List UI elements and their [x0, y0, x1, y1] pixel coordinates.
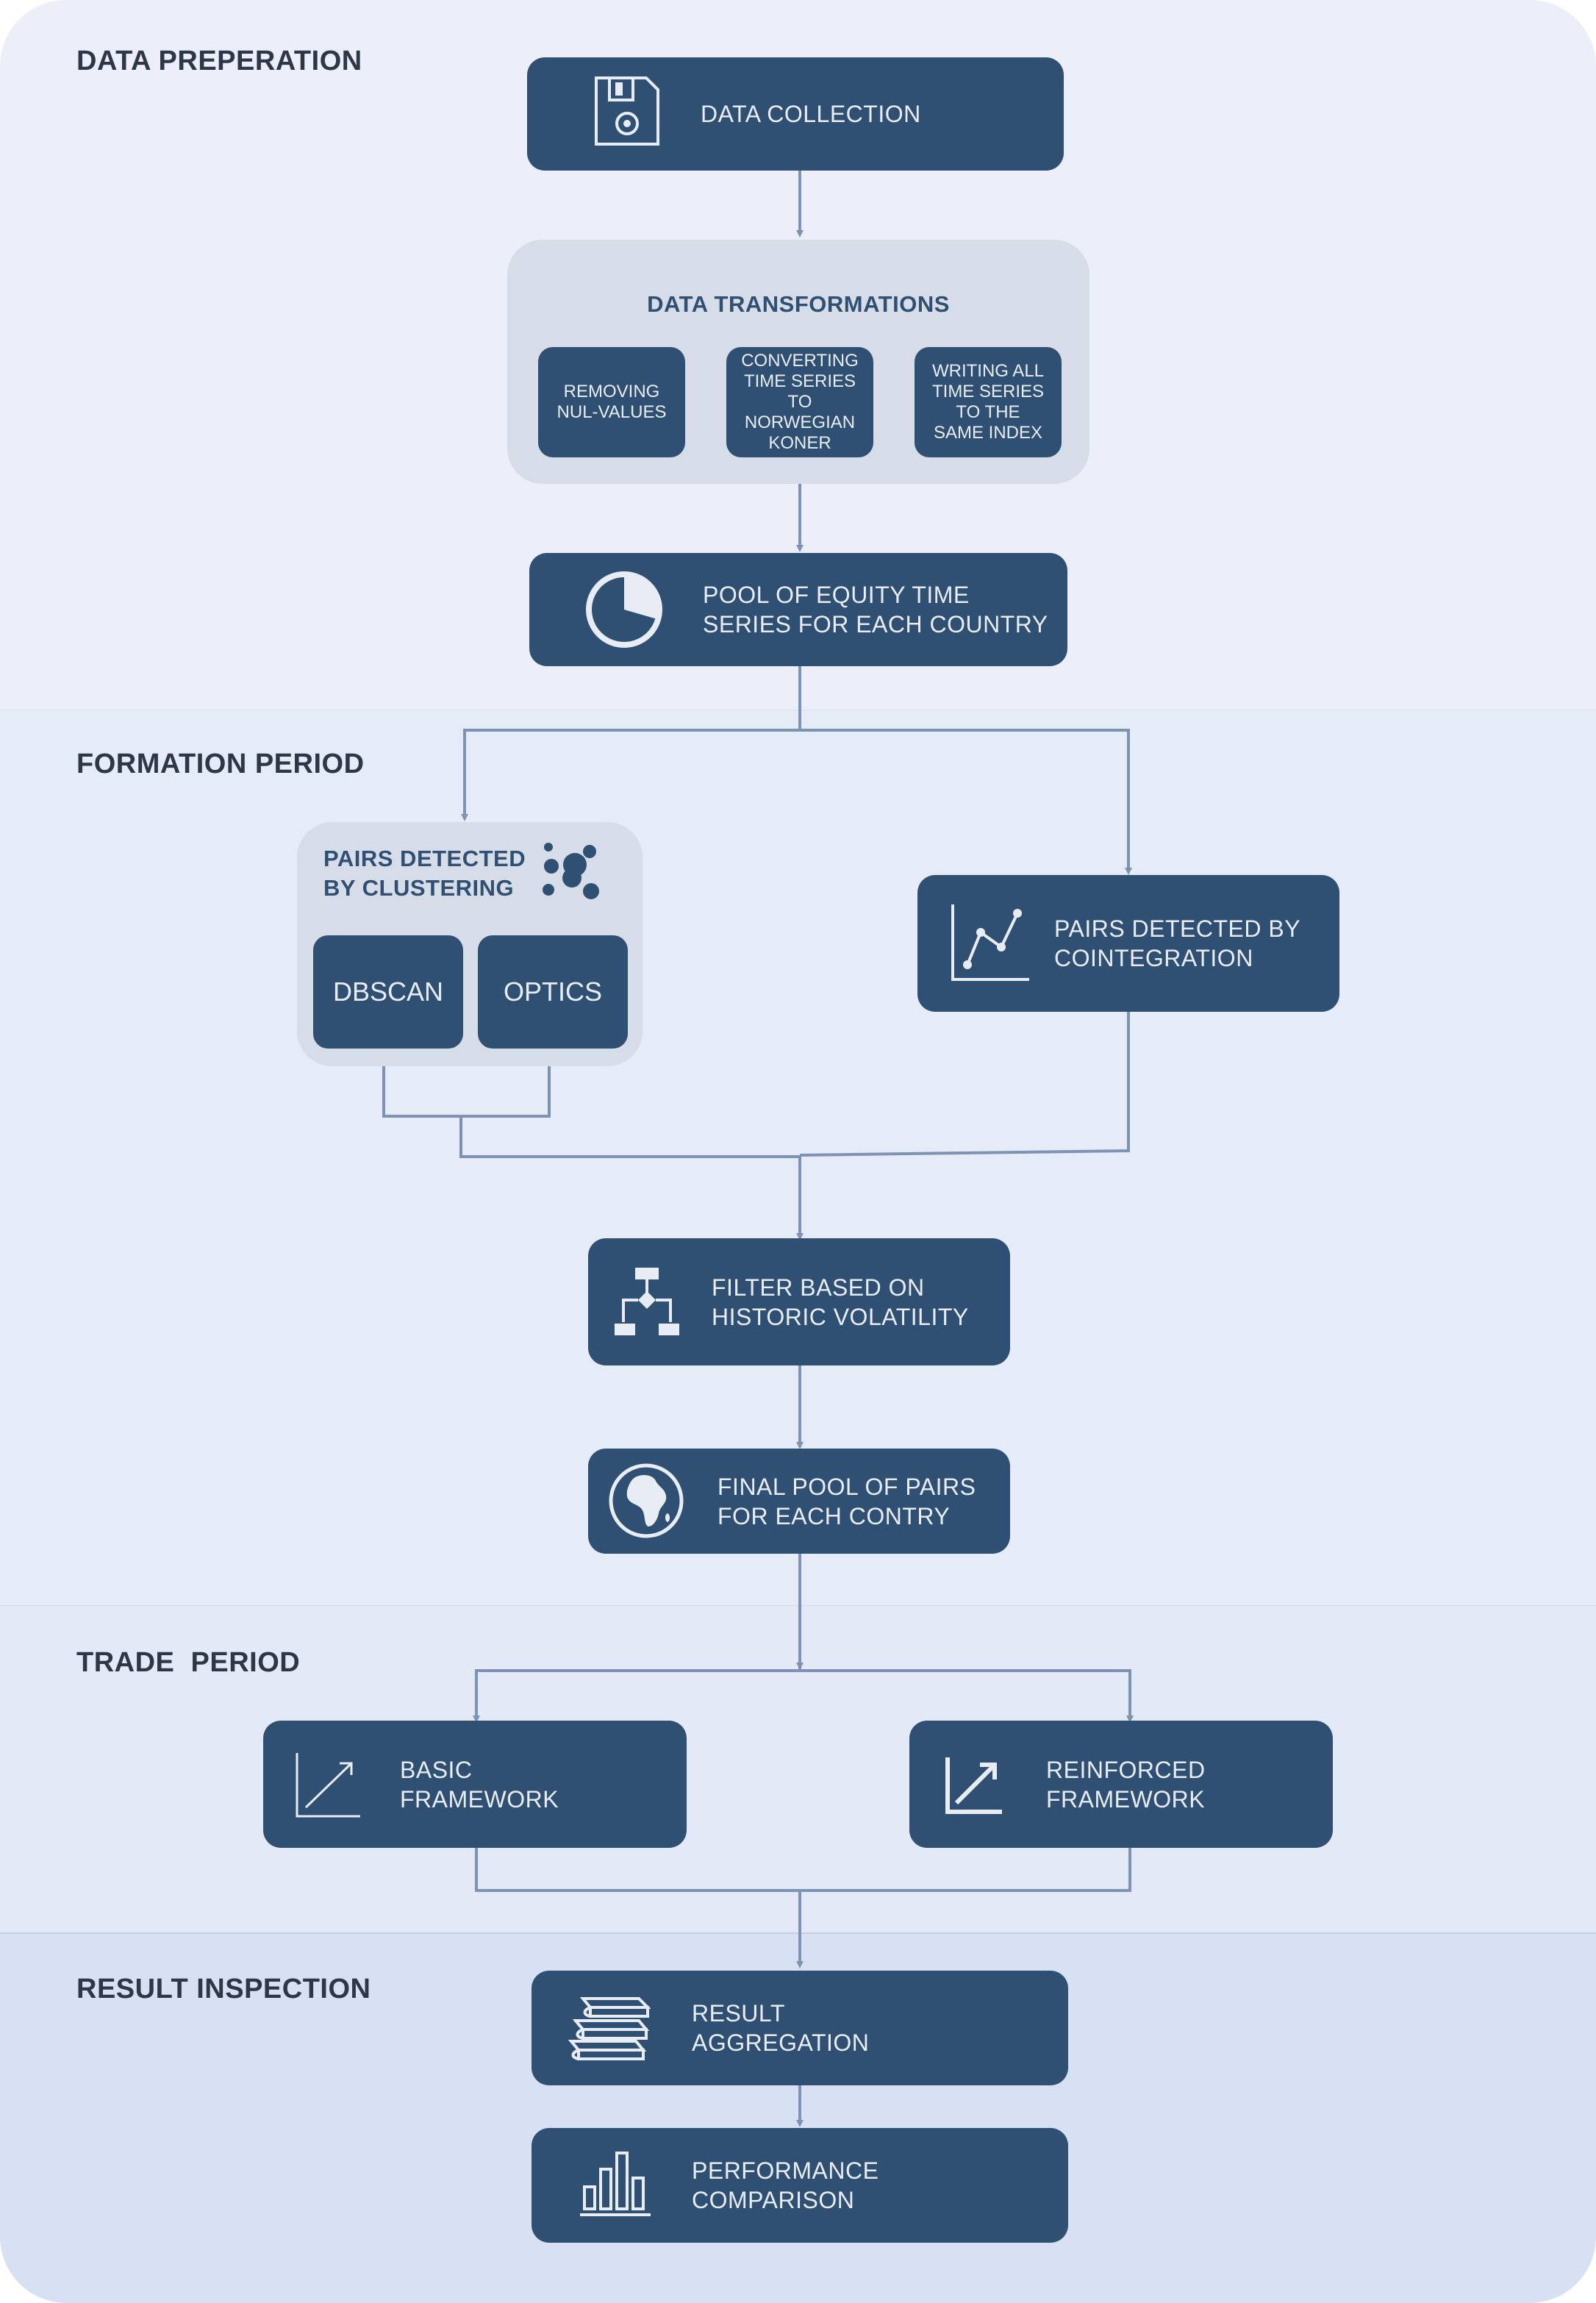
pie-chart-icon — [584, 569, 665, 654]
connector-frameworks-merge — [475, 1848, 1131, 1892]
connector-clustering-to-filter — [459, 1116, 800, 1158]
trend-up-bold-icon — [945, 1756, 1003, 1818]
line-chart-icon — [950, 903, 1031, 988]
flowchart-icon — [613, 1265, 681, 1342]
method-dbscan[interactable]: DBSCAN — [313, 935, 463, 1049]
bar-chart-icon — [580, 2149, 651, 2221]
bubbles-icon — [540, 841, 606, 911]
node-equity-pool-label: POOL OF EQUITY TIME SERIES FOR EACH COUN… — [703, 582, 1048, 638]
connector-pool-split — [463, 666, 801, 818]
node-result-aggregation[interactable]: RESULT AGGREGATION — [532, 1971, 1068, 2085]
step-converting-currency[interactable]: CONVERTING TIME SERIES TO NORWEGIAN KONE… — [726, 347, 873, 457]
group-data-transformations: DATA TRANSFORMATIONS REMOVING NUL-VALUES… — [507, 240, 1089, 484]
book-stack-icon — [568, 1991, 651, 2068]
node-performance-comparison-label: PERFORMANCE COMPARISON — [692, 2157, 879, 2213]
node-reinforced-framework-label: REINFORCED FRAMEWORK — [1046, 1756, 1206, 1813]
section-label-trade-period: TRADE PERIOD — [76, 1647, 301, 1678]
node-data-collection-label: DATA COLLECTION — [701, 101, 921, 127]
node-basic-framework-label: BASIC FRAMEWORK — [400, 1756, 559, 1813]
node-equity-pool[interactable]: POOL OF EQUITY TIME SERIES FOR EACH COUN… — [529, 553, 1067, 666]
node-final-pool-label: FINAL POOL OF PAIRS FOR EACH CONTRY — [718, 1473, 976, 1529]
node-reinforced-framework[interactable]: REINFORCED FRAMEWORK — [909, 1721, 1333, 1848]
node-data-collection[interactable]: DATA COLLECTION — [527, 57, 1064, 171]
node-volatility-filter[interactable]: FILTER BASED ON HISTORIC VOLATILITY — [588, 1238, 1010, 1365]
connector-cointegration-to-filter — [799, 1012, 1130, 1157]
step-same-index[interactable]: WRITING ALL TIME SERIES TO THE SAME INDE… — [915, 347, 1062, 457]
floppy-disk-icon — [592, 75, 662, 152]
connector-to-reinforced — [800, 1669, 1134, 1723]
connector-pool-to-cointegration — [800, 729, 1132, 875]
method-optics[interactable]: OPTICS — [478, 935, 628, 1049]
data-transformations-title: DATA TRANSFORMATIONS — [647, 291, 950, 317]
node-cointegration-label: PAIRS DETECTED BY COINTEGRATION — [1054, 915, 1301, 971]
section-label-data-preparation: DATA PREPERATION — [76, 46, 362, 76]
globe-icon — [607, 1462, 685, 1543]
clustering-title: PAIRS DETECTED BY CLUSTERING — [323, 846, 526, 901]
section-label-formation-period: FORMATION PERIOD — [76, 749, 365, 779]
node-basic-framework[interactable]: BASIC FRAMEWORK — [263, 1721, 687, 1848]
section-label-result-inspection: RESULT INSPECTION — [76, 1974, 371, 2004]
node-result-aggregation-label: RESULT AGGREGATION — [692, 2000, 870, 2056]
node-volatility-filter-label: FILTER BASED ON HISTORIC VOLATILITY — [712, 1274, 969, 1330]
node-final-pool[interactable]: FINAL POOL OF PAIRS FOR EACH CONTRY — [588, 1449, 1010, 1554]
connector-methods-merge — [382, 1049, 551, 1118]
trend-up-icon — [294, 1752, 362, 1823]
node-cointegration[interactable]: PAIRS DETECTED BY COINTEGRATION — [917, 875, 1339, 1012]
node-performance-comparison[interactable]: PERFORMANCE COMPARISON — [532, 2128, 1068, 2243]
connector-to-basic — [473, 1669, 800, 1723]
step-removing-nul-values[interactable]: REMOVING NUL-VALUES — [538, 347, 685, 457]
group-clustering: PAIRS DETECTED BY CLUSTERING DBSCAN OPTI… — [297, 822, 643, 1066]
